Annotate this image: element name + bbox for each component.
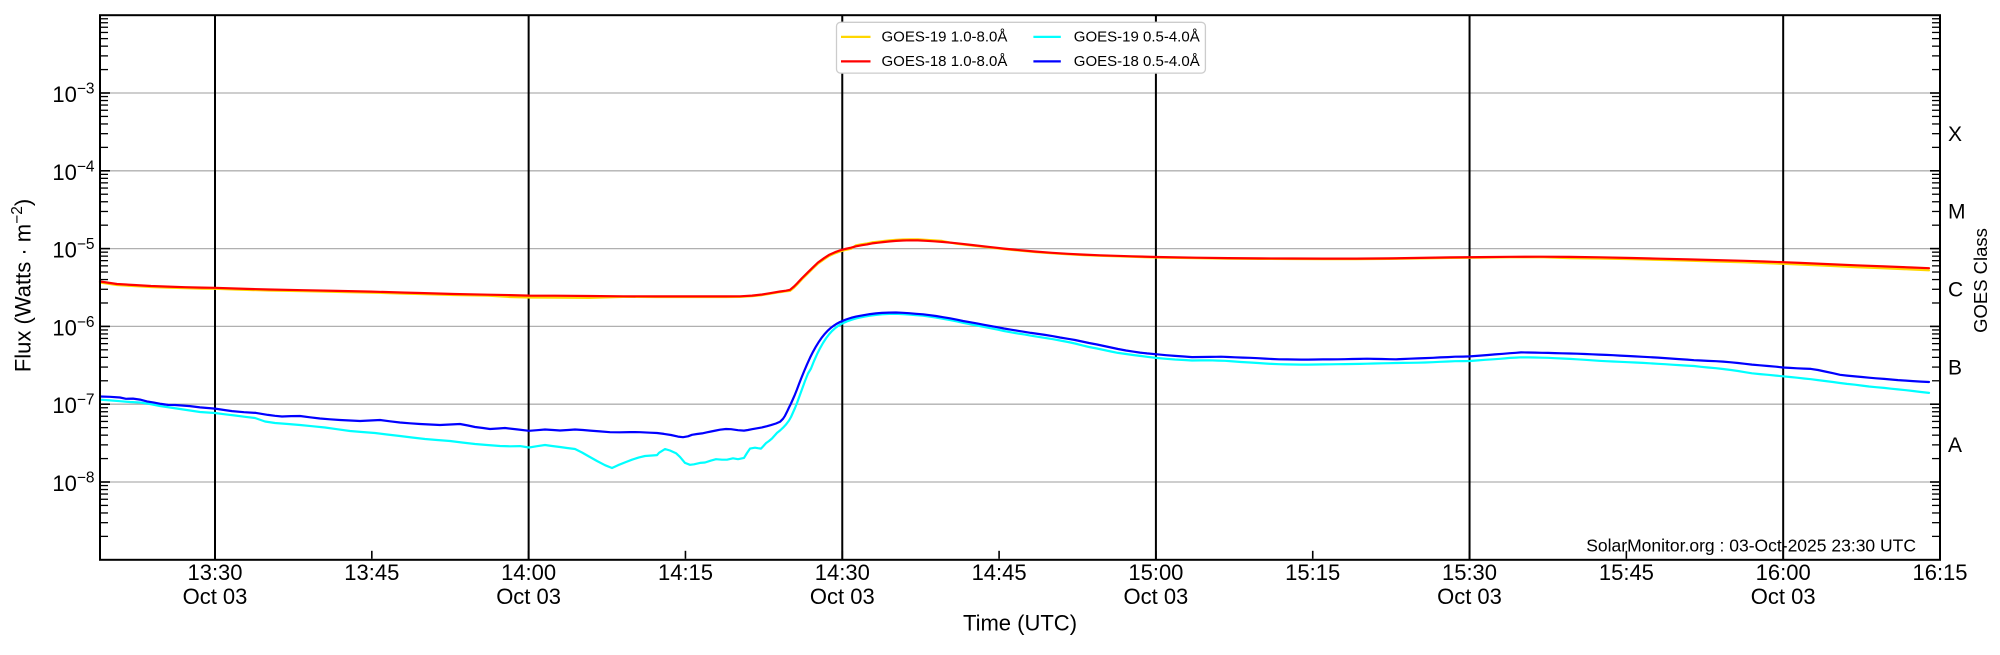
svg-text:M: M (1948, 201, 1966, 224)
svg-text:13:30: 13:30 (187, 560, 242, 585)
svg-text:14:15: 14:15 (658, 560, 713, 585)
svg-text:14:45: 14:45 (972, 560, 1027, 585)
svg-text:Oct 03: Oct 03 (183, 584, 248, 609)
svg-text:A: A (1948, 434, 1962, 457)
svg-text:SolarMonitor.org : 03-Oct-2025: SolarMonitor.org : 03-Oct-2025 23:30 UTC (1586, 536, 1916, 556)
svg-text:13:45: 13:45 (344, 560, 399, 585)
svg-text:Oct 03: Oct 03 (810, 584, 875, 609)
svg-text:Oct 03: Oct 03 (1123, 584, 1188, 609)
svg-text:Oct 03: Oct 03 (1751, 584, 1816, 609)
svg-text:14:30: 14:30 (815, 560, 870, 585)
svg-text:Oct 03: Oct 03 (496, 584, 561, 609)
svg-text:GOES Class: GOES Class (1970, 228, 1991, 333)
svg-text:Oct 03: Oct 03 (1437, 584, 1502, 609)
svg-text:Flux (Watts · m−2): Flux (Watts · m−2) (9, 199, 36, 372)
svg-text:Time (UTC): Time (UTC) (963, 611, 1077, 636)
svg-text:15:30: 15:30 (1442, 560, 1497, 585)
svg-text:15:15: 15:15 (1285, 560, 1340, 585)
svg-text:GOES-19 0.5-4.0Å: GOES-19 0.5-4.0Å (1074, 29, 1200, 46)
svg-text:X: X (1948, 123, 1962, 146)
svg-text:GOES-18 1.0-8.0Å: GOES-18 1.0-8.0Å (882, 53, 1008, 70)
svg-text:16:15: 16:15 (1912, 560, 1967, 585)
svg-text:16:00: 16:00 (1756, 560, 1811, 585)
svg-text:14:00: 14:00 (501, 560, 556, 585)
svg-text:15:45: 15:45 (1599, 560, 1654, 585)
svg-text:GOES-18 0.5-4.0Å: GOES-18 0.5-4.0Å (1074, 53, 1200, 70)
svg-text:15:00: 15:00 (1128, 560, 1183, 585)
svg-text:C: C (1948, 279, 1963, 302)
svg-text:B: B (1948, 356, 1962, 379)
svg-text:GOES-19 1.0-8.0Å: GOES-19 1.0-8.0Å (882, 29, 1008, 46)
